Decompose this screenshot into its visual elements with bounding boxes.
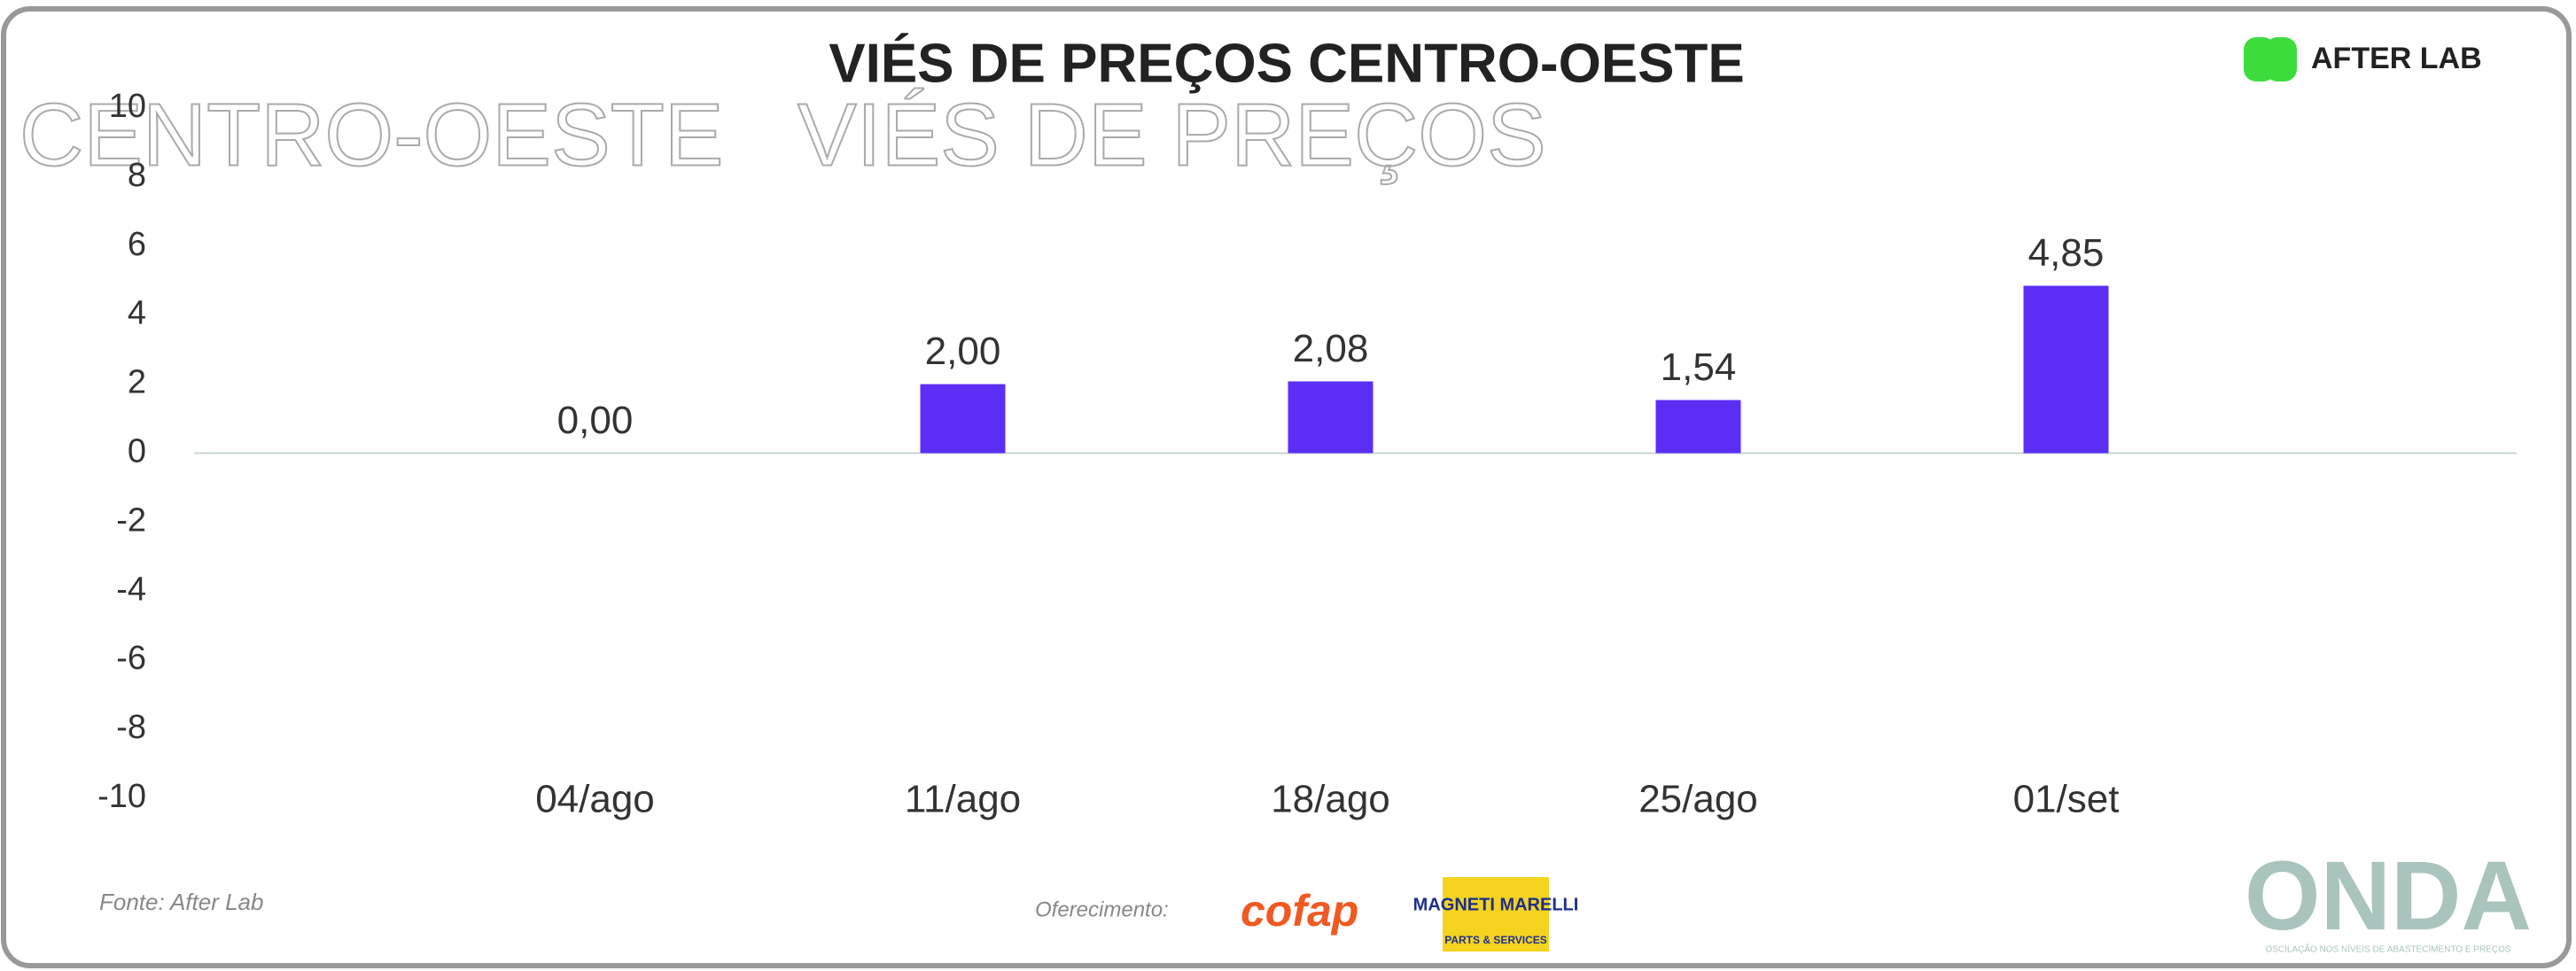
overlay-text: VIÉS DE PREÇOS xyxy=(798,85,1546,184)
y-tick-label: 2 xyxy=(128,364,146,401)
y-tick-label: 4 xyxy=(128,295,146,332)
y-tick-label: -8 xyxy=(116,709,146,746)
frame xyxy=(1,6,2572,968)
bar xyxy=(2023,285,2109,454)
y-tick-label: 8 xyxy=(128,157,146,194)
bar xyxy=(1288,381,1374,454)
value-label: 4,85 xyxy=(2028,231,2105,275)
onda-logo: ONDA xyxy=(2245,842,2532,951)
chart-title: VIÉS DE PREÇOS CENTRO-OESTE xyxy=(829,33,1745,94)
logo-icon xyxy=(2265,37,2297,82)
y-tick-label: -10 xyxy=(97,778,146,815)
value-label: 2,08 xyxy=(1293,327,1369,370)
bar xyxy=(1655,400,1741,454)
source: Fonte: After Lab xyxy=(99,889,263,915)
y-tick-label: -2 xyxy=(116,501,146,539)
y-tick-label: -6 xyxy=(116,640,146,677)
x-tick-label: 18/ago xyxy=(1271,778,1390,821)
x-tick-label: 11/ago xyxy=(905,778,1021,821)
sponsor-label: Oferecimento: xyxy=(1035,897,1169,921)
y-tick-label: 6 xyxy=(128,226,146,263)
x-tick-label: 01/set xyxy=(2013,778,2120,821)
y-tick-label: -4 xyxy=(116,571,146,608)
onda-tagline: OSCILAÇÃO NOS NÍVEIS DE ABASTECIMENTO E … xyxy=(2265,944,2510,955)
value-label: 1,54 xyxy=(1661,346,1737,389)
afterlab-logo: AFTER LAB xyxy=(2244,37,2482,82)
overlay-text: CENTRO-OESTE xyxy=(19,85,723,184)
value-label: 0,00 xyxy=(557,399,634,442)
magneti-logo xyxy=(1443,877,1549,952)
magneti-sub: PARTS & SERVICES xyxy=(1444,934,1547,946)
x-tick-label: 25/ago xyxy=(1638,778,1758,821)
y-tick-label: 0 xyxy=(128,433,146,470)
bar xyxy=(920,384,1006,454)
x-tick-label: 04/ago xyxy=(535,778,655,821)
magneti-text: MAGNETI MARELLI xyxy=(1413,895,1579,914)
y-tick-label: 10 xyxy=(109,88,146,125)
cofap-logo: cofap xyxy=(1241,886,1358,936)
logo-text: AFTER LAB xyxy=(2311,42,2482,75)
value-label: 2,00 xyxy=(925,330,1001,373)
